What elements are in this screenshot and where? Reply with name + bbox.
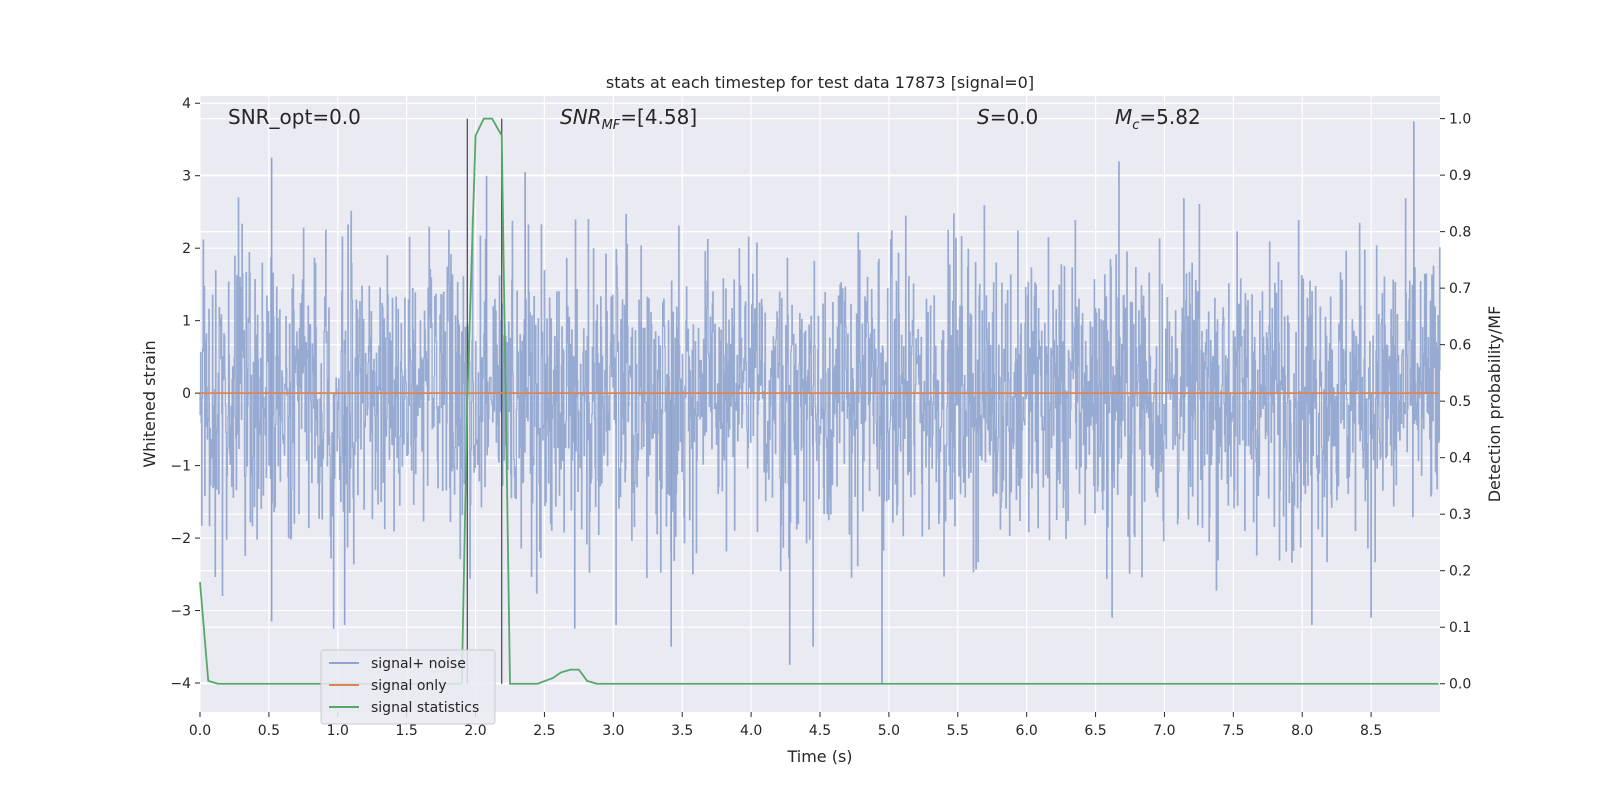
- legend-label-signal-only: signal only: [371, 678, 446, 694]
- legend-label-signal-noise: signal+ noise: [371, 656, 466, 672]
- y-tick-label-left: 4: [182, 96, 191, 112]
- x-tick-label: 4.5: [809, 723, 831, 739]
- y-tick-label-left: −2: [170, 531, 191, 547]
- y-tick-label-right: 0.4: [1449, 451, 1471, 467]
- y-tick-label-left: −3: [170, 604, 191, 620]
- y-tick-labels-right: 1.0 0.9 0.8 0.7 0.6 0.5 0.4 0.3 0.2 0.1 0.0: [1440, 112, 1471, 693]
- x-tick-label: 3.0: [602, 723, 624, 739]
- legend-box: [320, 649, 496, 725]
- signal-plus-noise-series: [199, 121, 1441, 684]
- x-tick-label: 2.0: [464, 723, 486, 739]
- legend-label-signal-statistics: signal statistics: [371, 700, 479, 716]
- x-tick-label: 8.0: [1291, 723, 1313, 739]
- x-tick-label: 6.5: [1084, 723, 1106, 739]
- annotation-snr-opt: SNR_opt=0.0: [228, 105, 361, 129]
- y-tick-label-right: 0.0: [1449, 677, 1471, 693]
- y-axis-label-right: Detection probability/MF: [1485, 306, 1504, 503]
- x-tick-label: 4.0: [740, 723, 762, 739]
- y-axis-label-left: Whitened strain: [140, 340, 159, 467]
- x-tick-label: 7.5: [1222, 723, 1244, 739]
- y-tick-label-right: 0.6: [1449, 338, 1471, 354]
- x-tick-label: 2.5: [533, 723, 555, 739]
- x-tick-label: 8.5: [1360, 723, 1382, 739]
- x-tick-label: 1.5: [396, 723, 418, 739]
- y-tick-label-left: −4: [170, 676, 191, 692]
- y-tick-label-left: 0: [182, 386, 191, 402]
- x-tick-label: 3.5: [671, 723, 693, 739]
- signal-plus-noise-line: [199, 197, 1441, 596]
- chart-title: stats at each timestep for test data 178…: [606, 73, 1034, 92]
- x-tick-label: 5.5: [947, 723, 969, 739]
- y-tick-label-right: 0.5: [1449, 394, 1471, 410]
- x-tick-label: 7.0: [1153, 723, 1175, 739]
- y-tick-label-left: 2: [182, 241, 191, 257]
- x-tick-label: 6.0: [1016, 723, 1038, 739]
- y-tick-label-right: 1.0: [1449, 112, 1471, 128]
- annotation-snr-mf: SNRMF=[4.58]: [560, 105, 697, 133]
- y-tick-label-right: 0.1: [1449, 620, 1471, 636]
- x-tick-label: 0.5: [258, 723, 280, 739]
- y-tick-labels-left: 4 3 2 1 0 −1 −2 −3 −4: [170, 96, 200, 692]
- y-tick-label-right: 0.2: [1449, 564, 1471, 580]
- y-tick-label-left: 3: [182, 169, 191, 185]
- x-axis-label: Time (s): [786, 747, 852, 766]
- y-tick-label-right: 0.8: [1449, 225, 1471, 241]
- legend: signal+ noise signal only signal statist…: [320, 649, 496, 725]
- y-tick-label-right: 0.7: [1449, 281, 1471, 297]
- annotation-mc: Mc=5.82: [1115, 105, 1201, 133]
- grid-lines: [199, 96, 1440, 712]
- annotation-s: S=0.0: [977, 105, 1038, 129]
- y-tick-label-right: 0.9: [1449, 168, 1471, 184]
- y-tick-label-right: 0.3: [1449, 507, 1471, 523]
- x-tick-labels: 0.0 0.5 1.0 1.5 2.0 2.5 3.0 3.5 4.0 4.5 5.0 5.5 6.0 6…: [189, 712, 1382, 739]
- y-tick-label-left: 1: [182, 314, 191, 330]
- y-tick-label-left: −1: [170, 459, 191, 475]
- x-tick-label: 0.0: [189, 723, 211, 739]
- x-tick-label: 5.0: [878, 723, 900, 739]
- x-tick-label: 1.0: [327, 723, 349, 739]
